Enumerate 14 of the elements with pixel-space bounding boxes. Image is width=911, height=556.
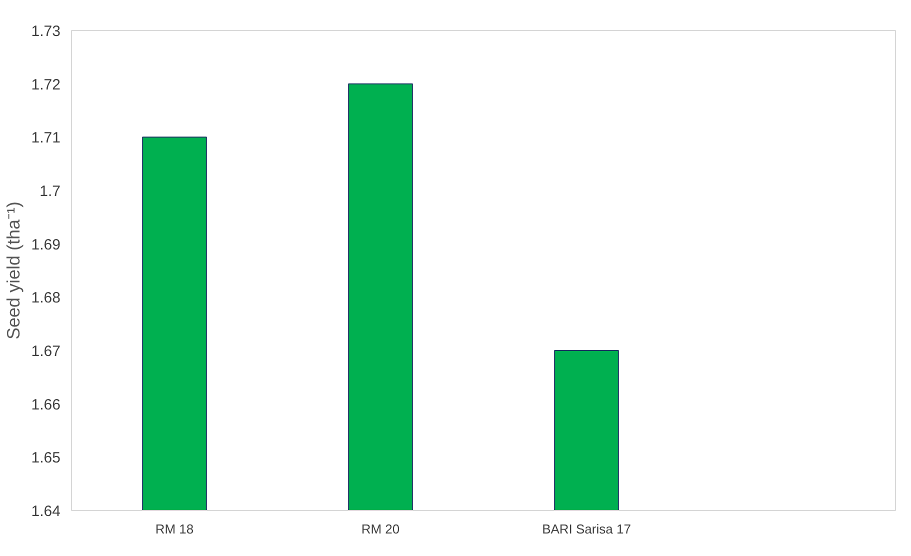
y-tick-label: 1.64 <box>31 503 61 520</box>
y-tick-label: 1.67 <box>31 343 61 360</box>
y-tick-label: 1.68 <box>31 290 61 307</box>
y-tick-label: 1.71 <box>31 130 61 147</box>
y-tick-label: 1.72 <box>31 76 61 94</box>
x-tick-label: RM 18 <box>155 522 194 536</box>
y-tick-label: 1.7 <box>40 183 61 200</box>
x-tick-label: RM 20 <box>361 522 400 536</box>
x-tick-label: BARI Sarisa 17 <box>542 522 631 536</box>
y-tick-label: 1.73 <box>31 23 61 40</box>
y-tick-label: 1.66 <box>31 396 61 414</box>
y-tick-label: 1.65 <box>31 450 61 467</box>
y-axis-title: Seed yield (tha⁻¹) <box>3 201 24 340</box>
y-tick-label: 1.69 <box>31 236 61 254</box>
